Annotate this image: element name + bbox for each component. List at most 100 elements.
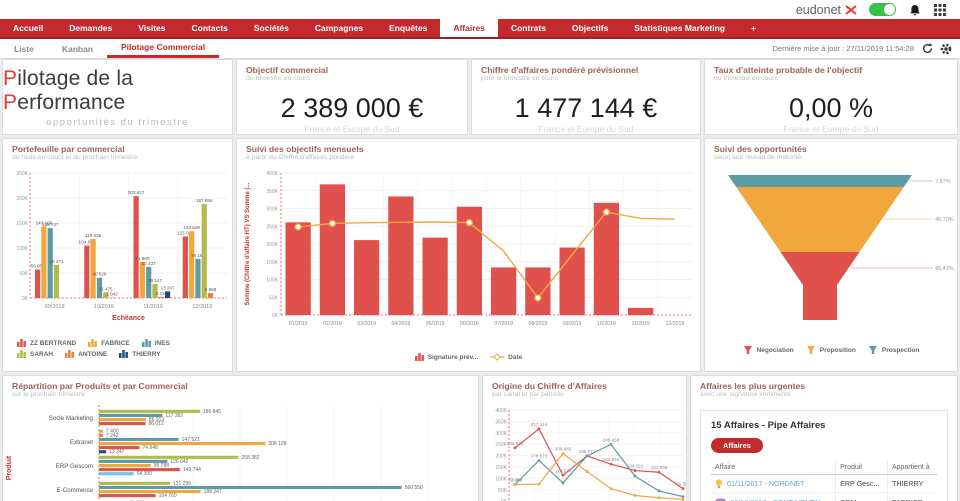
svg-text:308 128: 308 128	[268, 441, 286, 447]
nav-item-accueil[interactable]: Accueil	[13, 23, 44, 33]
svg-text:10/2019: 10/2019	[597, 321, 616, 327]
svg-text:104 760: 104 760	[159, 493, 177, 499]
svg-text:113 574: 113 574	[555, 468, 572, 473]
legend-item-date[interactable]: Date	[490, 353, 522, 361]
portfolio-bar-chart: 0K 50K 100K 150K 200K 250K 09/2019 56 954 143 20…	[16, 171, 227, 322]
svg-text:09/2019: 09/2019	[563, 321, 582, 327]
legend-item-proposition[interactable]: Proposition	[806, 345, 856, 355]
eudonet-logo: eudonet	[796, 3, 857, 17]
svg-text:55 391: 55 391	[676, 482, 686, 487]
table-row: ☎ 02/10/2017 - CONTINENTAL CRMFABRICE	[711, 492, 937, 501]
settings-gear-icon[interactable]	[940, 43, 952, 55]
apps-grid-icon[interactable]	[934, 3, 946, 16]
legend-item-fabrice[interactable]: FABRICE	[88, 339, 130, 347]
last-update-text: Dernière mise à jour : 27/11/2019 11:54:…	[772, 44, 914, 53]
column-header-appartient-a[interactable]: Appartient à	[886, 461, 937, 475]
main-nav: Accueil Demandes Visites Contacts Sociétés Ca…	[0, 19, 960, 39]
tab-liste[interactable]: Liste	[14, 43, 34, 54]
svg-text:162 553: 162 553	[603, 457, 620, 462]
affaire-link[interactable]: 01/11/2017 - NORDNET	[727, 479, 805, 488]
owner-cell: FABRICE	[886, 492, 937, 501]
nav-item-contacts[interactable]: Contacts	[191, 23, 228, 33]
status-toggle[interactable]	[869, 3, 896, 16]
svg-text:186 845: 186 845	[203, 409, 221, 415]
svg-text:350K: 350K	[266, 189, 278, 195]
svg-text:200K: 200K	[16, 196, 28, 202]
svg-text:1 042: 1 042	[106, 291, 118, 296]
portfolio-legend: ZZ BERTRAND FABRICE INES SARAH ANTOINE THIERR…	[3, 336, 232, 361]
svg-text:400K: 400K	[266, 171, 278, 177]
affaire-link[interactable]: 02/10/2017 - CONTINENTAL	[730, 498, 823, 501]
legend-item-ines[interactable]: INES	[141, 339, 170, 347]
urgent-deals-panel: Affaires les plus urgentes avec une sign…	[690, 375, 958, 501]
column-header-affaire[interactable]: Affaire	[711, 461, 836, 475]
svg-text:71 860: 71 860	[135, 256, 149, 261]
svg-text:03/2019: 03/2019	[357, 321, 376, 327]
svg-text:147 521: 147 521	[182, 437, 200, 443]
svg-text:0K: 0K	[272, 313, 279, 319]
svg-text:73 060: 73 060	[508, 478, 522, 483]
svg-text:50K: 50K	[269, 295, 279, 301]
nav-item-enquetes[interactable]: Enquêtes	[389, 23, 428, 33]
svg-text:Echéance: Echéance	[112, 315, 145, 322]
affaires-button[interactable]: Affaires	[711, 438, 763, 453]
chart-title: Portefeuille par commercial	[12, 144, 125, 154]
nav-item-objectifs[interactable]: Objectifs	[571, 23, 609, 33]
svg-text:66 271: 66 271	[49, 259, 63, 264]
legend-item-sarah[interactable]: SARAH	[17, 350, 53, 358]
svg-text:08/2019: 08/2019	[528, 321, 547, 327]
legend-item-zz-bertrand[interactable]: ZZ BERTRAND	[17, 339, 76, 347]
urgent-deals-table: Affaire Produit Appartient à 01/11/2017 - …	[711, 461, 937, 501]
nav-item-visites[interactable]: Visites	[138, 23, 166, 33]
legend-item-negociation[interactable]: Négociation	[743, 345, 794, 355]
svg-text:13 247: 13 247	[161, 285, 175, 290]
svg-text:56 954: 56 954	[31, 264, 45, 269]
svg-text:46,70%: 46,70%	[935, 217, 954, 223]
svg-text:72 947: 72 947	[508, 478, 522, 483]
svg-text:86 012: 86 012	[148, 421, 164, 427]
top-strip: eudonet	[0, 0, 960, 19]
panel-title: Affaires les plus urgentes	[700, 381, 806, 391]
kpi-footnote: France et Europe du Sud	[783, 124, 879, 134]
svg-text:13 247: 13 247	[109, 449, 125, 455]
nav-item-statistiques-marketing[interactable]: Statistiques Marketing	[634, 23, 725, 33]
svg-text:0K: 0K	[22, 296, 29, 302]
kpi-objectif-commercial: Objectif commercial du trimestre en cour…	[236, 59, 468, 135]
svg-text:208 686: 208 686	[555, 447, 572, 452]
legend-item-thierry[interactable]: THIERRY	[119, 350, 161, 358]
svg-text:50K: 50K	[19, 271, 29, 277]
svg-text:06/2019: 06/2019	[460, 321, 479, 327]
svg-text:127 000: 127 000	[651, 465, 668, 470]
svg-text:Extranet: Extranet	[70, 439, 93, 446]
legend-item-antoine[interactable]: ANTOINE	[65, 350, 107, 358]
svg-text:123 026: 123 026	[177, 230, 194, 235]
nav-item-campagnes[interactable]: Campagnes	[314, 23, 364, 33]
chart-subtitle: sur le prochain trimestre	[12, 391, 85, 398]
nav-item-societes[interactable]: Sociétés	[253, 23, 289, 33]
column-header-produit[interactable]: Produit	[835, 461, 888, 475]
nav-item-affaires[interactable]: Affaires	[440, 19, 498, 37]
svg-text:0K: 0K	[501, 499, 508, 501]
svg-text:250K: 250K	[495, 442, 507, 448]
tab-kanban[interactable]: Kanban	[61, 43, 94, 54]
nav-item-demandes[interactable]: Demandes	[69, 23, 113, 33]
bell-icon[interactable]	[908, 4, 922, 16]
legend-item-signature-prev[interactable]: Signature prév...	[414, 353, 478, 361]
refresh-icon[interactable]	[921, 43, 933, 55]
svg-text:249 438: 249 438	[603, 437, 620, 442]
svg-text:78 162: 78 162	[191, 253, 205, 258]
nav-item-plus[interactable]: +	[750, 23, 756, 33]
legend-item-prospection[interactable]: Prospection	[868, 345, 919, 355]
kpi-footnote: France et Europe du Sud	[304, 124, 400, 134]
kpi-value: 2 389 000 €	[280, 93, 424, 123]
nav-item-contrats[interactable]: Contrats	[510, 23, 546, 33]
svg-text:149 744: 149 744	[183, 467, 201, 473]
svg-text:126 642: 126 642	[170, 459, 188, 465]
svg-text:28 147: 28 147	[148, 278, 162, 283]
tab-pilotage-commercial[interactable]: Pilotage Commercial	[107, 39, 220, 58]
origin-chart-panel: Origine du Chiffre d'Affaires par canal …	[482, 375, 687, 501]
svg-text:12/2019: 12/2019	[192, 304, 212, 310]
svg-text:150K: 150K	[495, 465, 507, 471]
svg-text:250K: 250K	[16, 171, 28, 177]
